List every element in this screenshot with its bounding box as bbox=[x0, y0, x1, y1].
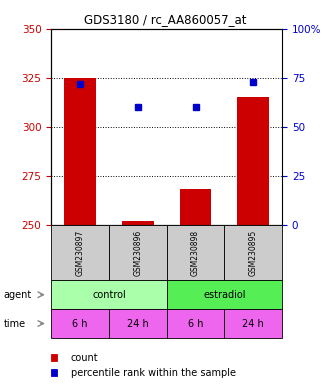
Text: count: count bbox=[71, 353, 99, 362]
Text: time: time bbox=[3, 318, 25, 329]
Text: GSM230898: GSM230898 bbox=[191, 229, 200, 276]
Bar bbox=[237, 98, 269, 225]
Bar bbox=[64, 78, 96, 225]
Text: 24 h: 24 h bbox=[243, 318, 264, 329]
Bar bbox=[122, 221, 154, 225]
Text: GSM230897: GSM230897 bbox=[76, 229, 84, 276]
Text: 6 h: 6 h bbox=[72, 318, 88, 329]
Text: agent: agent bbox=[3, 290, 32, 300]
Bar bbox=[180, 189, 212, 225]
Text: 6 h: 6 h bbox=[188, 318, 203, 329]
Text: 24 h: 24 h bbox=[127, 318, 148, 329]
Text: control: control bbox=[92, 290, 126, 300]
Text: estradiol: estradiol bbox=[203, 290, 246, 300]
Text: percentile rank within the sample: percentile rank within the sample bbox=[71, 368, 236, 378]
Text: GSM230895: GSM230895 bbox=[249, 229, 258, 276]
Text: GSM230896: GSM230896 bbox=[133, 229, 142, 276]
Text: GDS3180 / rc_AA860057_at: GDS3180 / rc_AA860057_at bbox=[84, 13, 246, 26]
